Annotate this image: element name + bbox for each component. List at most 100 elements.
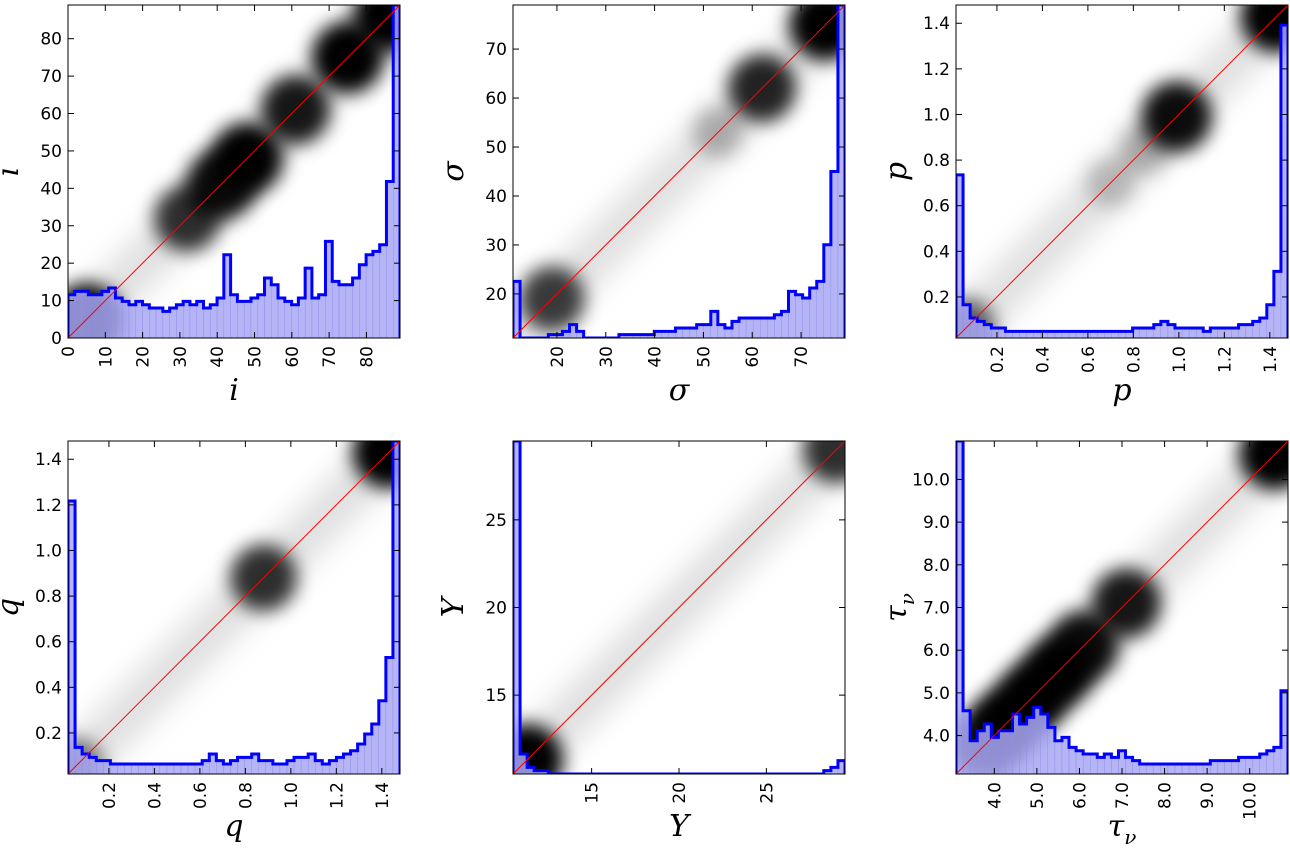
histogram-bar	[338, 284, 346, 339]
x-axis-label: q	[224, 809, 243, 844]
x-tick-label: 1.2	[327, 782, 347, 809]
histogram-bar	[1231, 760, 1239, 775]
axes-frame	[67, 4, 401, 339]
histogram-bar	[115, 297, 123, 339]
y-tick-label: 1.2	[923, 60, 950, 80]
panel-5: 15 15 20 20 25 25 Y Y	[436, 440, 846, 844]
y-tick-label: 0.4	[923, 242, 950, 262]
histogram-bar	[760, 317, 768, 339]
y-tick-label: 1.2	[35, 496, 62, 516]
y-tick-label: 25	[485, 511, 507, 531]
y-tick-label: 20	[485, 285, 507, 305]
x-tick-label: 25	[757, 782, 777, 804]
histogram-bar	[96, 760, 104, 775]
histogram-bar	[1005, 730, 1013, 775]
y-tick-label: 8.0	[923, 556, 950, 576]
y-tick-label: 15	[485, 686, 507, 706]
diagonal-line	[512, 4, 846, 339]
x-tick-label: 6.0	[1070, 782, 1090, 809]
y-axis-label: p	[879, 162, 914, 181]
x-tick-label: 15	[583, 782, 603, 804]
histogram-bar	[311, 297, 319, 339]
x-tick-label: 20	[134, 346, 154, 368]
histogram-bar	[752, 317, 761, 339]
histogram-bar	[1026, 717, 1034, 775]
y-tick-label: 5.0	[923, 684, 950, 704]
x-tick-label: 40	[646, 346, 666, 368]
histogram-bar	[189, 304, 197, 339]
x-axis-label: i	[229, 373, 239, 408]
y-tick-label: 10.0	[912, 470, 950, 490]
histogram-bar	[128, 304, 136, 339]
y-tick-label: 20	[40, 254, 62, 274]
x-tick-label: 7.0	[1113, 782, 1133, 809]
panel-3: 0.2 0.2 0.4 0.4 0.6 0.6 0.8 0.8 1.0 1.0 1.2 1.2 1.4 1…	[879, 4, 1289, 408]
histogram-bar	[122, 301, 130, 339]
x-tick-label: 1.4	[373, 782, 393, 809]
y-tick-label: 70	[485, 40, 507, 60]
x-tick-label: 70	[792, 346, 812, 368]
histogram-bar	[182, 301, 191, 339]
histogram-bar	[237, 301, 245, 339]
y-tick-label: 0.2	[35, 724, 62, 744]
panel-2: 20 20 30 30 40 40 50 50 60 60 70 70 σ σ	[436, 4, 846, 408]
y-tick-label: 0.4	[35, 678, 62, 698]
y-tick-label: 0.8	[35, 587, 62, 607]
y-tick-label: 6.0	[923, 641, 950, 661]
histogram-bar	[802, 297, 810, 339]
x-tick-label: 20	[548, 346, 568, 368]
histogram-bar	[1111, 757, 1119, 775]
axes-frame	[512, 4, 846, 339]
x-tick-label: 4.0	[985, 782, 1005, 809]
x-tick-label: 1.0	[282, 782, 302, 809]
x-axis-label: τν	[1108, 809, 1137, 849]
x-tick-label: 60	[743, 346, 763, 368]
histogram-bar	[816, 281, 825, 339]
histogram-bar	[284, 301, 292, 339]
x-tick-label: 1.4	[1261, 346, 1281, 373]
x-tick-label: 0.2	[988, 346, 1008, 373]
x-tick-label: 70	[320, 346, 340, 368]
diagonal-line	[955, 440, 1289, 775]
x-tick-label: 0.4	[145, 782, 165, 809]
x-tick-label: 0.2	[100, 782, 120, 809]
y-tick-label: 70	[40, 67, 62, 87]
y-tick-label: 30	[485, 236, 507, 256]
y-tick-label: 30	[40, 217, 62, 237]
x-axis-label: p	[1112, 373, 1131, 408]
y-tick-label: 50	[485, 138, 507, 158]
y-tick-label: 0.6	[35, 633, 62, 653]
histogram-bar	[277, 297, 286, 339]
histogram-bar	[991, 737, 999, 775]
histogram-bar	[332, 281, 340, 339]
y-tick-label: 0.8	[923, 151, 950, 171]
y-tick-label: 1.4	[923, 14, 950, 34]
y-tick-label: 10	[40, 292, 62, 312]
x-tick-label: 10.0	[1241, 782, 1261, 820]
x-tick-label: 60	[283, 346, 303, 368]
x-tick-label: 0.8	[236, 782, 256, 809]
x-tick-label: 1.2	[1215, 346, 1235, 373]
x-tick-label: 30	[171, 346, 191, 368]
histogram-outline	[513, 5, 845, 338]
y-tick-label: 80	[40, 30, 62, 50]
histogram-outline	[68, 441, 400, 774]
histogram-bar	[352, 277, 360, 339]
histogram-bar	[379, 244, 387, 339]
x-tick-label: 1.0	[1170, 346, 1190, 373]
diagonal-line	[512, 440, 846, 775]
y-tick-label: 9.0	[923, 513, 950, 533]
histogram-bar	[969, 740, 978, 775]
x-tick-label: 0	[59, 346, 79, 357]
histogram-bar	[258, 760, 266, 775]
y-axis-label: i	[0, 167, 26, 177]
histogram-bar	[203, 307, 211, 339]
x-tick-label: 8.0	[1156, 782, 1176, 809]
diagonal-line	[67, 440, 401, 775]
x-tick-label: 0.6	[1079, 346, 1099, 373]
panel-6: 4.0 4.0 5.0 5.0 6.0 6.0 7.0 7.0 8.0 8.0 9.0 9.0 10.0…	[879, 440, 1289, 849]
histogram-bar	[1245, 324, 1253, 339]
x-tick-label: 50	[246, 346, 266, 368]
histogram-outline	[956, 23, 1288, 338]
